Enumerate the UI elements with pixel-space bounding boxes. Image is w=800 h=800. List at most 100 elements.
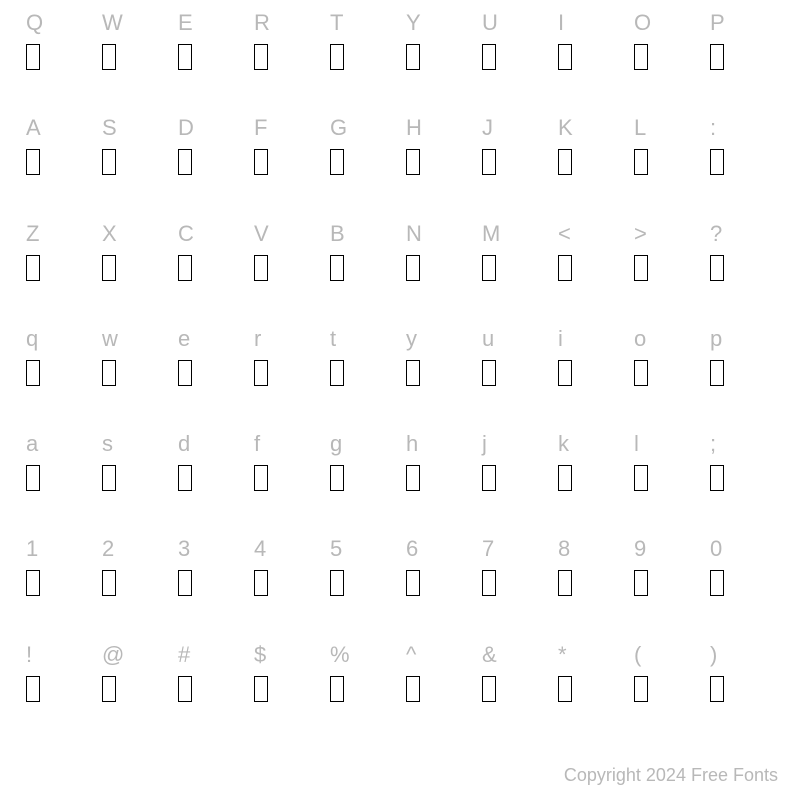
char-label: q — [26, 324, 38, 354]
char-cell: w — [96, 324, 172, 429]
glyph-placeholder-box — [558, 44, 572, 70]
char-label: V — [254, 219, 269, 249]
char-cell: p — [704, 324, 780, 429]
char-cell: T — [324, 8, 400, 113]
char-cell: % — [324, 640, 400, 745]
char-label: ) — [710, 640, 717, 670]
glyph-placeholder-box — [482, 44, 496, 70]
char-cell: ; — [704, 429, 780, 534]
glyph-placeholder-box — [710, 570, 724, 596]
char-cell: 8 — [552, 534, 628, 639]
char-label: r — [254, 324, 261, 354]
glyph-placeholder-box — [330, 44, 344, 70]
char-label: W — [102, 8, 123, 38]
char-label: F — [254, 113, 267, 143]
char-cell: D — [172, 113, 248, 218]
char-cell: ^ — [400, 640, 476, 745]
glyph-placeholder-box — [330, 255, 344, 281]
char-label: ? — [710, 219, 722, 249]
glyph-placeholder-box — [406, 44, 420, 70]
char-cell: X — [96, 219, 172, 324]
glyph-placeholder-box — [254, 149, 268, 175]
char-cell: s — [96, 429, 172, 534]
glyph-placeholder-box — [634, 676, 648, 702]
glyph-placeholder-box — [254, 44, 268, 70]
glyph-placeholder-box — [330, 149, 344, 175]
char-label: 2 — [102, 534, 114, 564]
glyph-placeholder-box — [254, 676, 268, 702]
char-cell: : — [704, 113, 780, 218]
char-cell: Y — [400, 8, 476, 113]
char-label: i — [558, 324, 563, 354]
char-cell: S — [96, 113, 172, 218]
char-label: 8 — [558, 534, 570, 564]
char-label: < — [558, 219, 571, 249]
char-cell: h — [400, 429, 476, 534]
char-cell: J — [476, 113, 552, 218]
char-cell: Z — [20, 219, 96, 324]
char-cell: & — [476, 640, 552, 745]
glyph-placeholder-box — [482, 570, 496, 596]
char-label: ^ — [406, 640, 416, 670]
char-label: g — [330, 429, 342, 459]
char-cell: M — [476, 219, 552, 324]
char-label: L — [634, 113, 646, 143]
glyph-placeholder-box — [330, 360, 344, 386]
glyph-placeholder-box — [406, 360, 420, 386]
char-cell: l — [628, 429, 704, 534]
char-label: 5 — [330, 534, 342, 564]
char-label: t — [330, 324, 336, 354]
glyph-placeholder-box — [26, 676, 40, 702]
char-label: 4 — [254, 534, 266, 564]
glyph-placeholder-box — [482, 255, 496, 281]
char-cell: F — [248, 113, 324, 218]
glyph-placeholder-box — [406, 570, 420, 596]
char-label: d — [178, 429, 190, 459]
char-label: Z — [26, 219, 39, 249]
char-label: # — [178, 640, 190, 670]
char-cell: W — [96, 8, 172, 113]
glyph-placeholder-box — [482, 465, 496, 491]
char-cell: 4 — [248, 534, 324, 639]
char-cell: 3 — [172, 534, 248, 639]
char-cell: 2 — [96, 534, 172, 639]
char-cell: 7 — [476, 534, 552, 639]
char-cell: 6 — [400, 534, 476, 639]
glyph-placeholder-box — [710, 676, 724, 702]
char-cell: o — [628, 324, 704, 429]
char-label: E — [178, 8, 193, 38]
char-label: I — [558, 8, 564, 38]
char-label: B — [330, 219, 345, 249]
char-cell: 9 — [628, 534, 704, 639]
glyph-placeholder-box — [634, 255, 648, 281]
char-label: H — [406, 113, 422, 143]
char-label: a — [26, 429, 38, 459]
glyph-placeholder-box — [178, 465, 192, 491]
glyph-placeholder-box — [102, 570, 116, 596]
char-label: > — [634, 219, 647, 249]
glyph-placeholder-box — [330, 570, 344, 596]
glyph-placeholder-box — [178, 360, 192, 386]
glyph-placeholder-box — [102, 676, 116, 702]
char-cell: ! — [20, 640, 96, 745]
char-label: S — [102, 113, 117, 143]
glyph-placeholder-box — [558, 465, 572, 491]
char-label: U — [482, 8, 498, 38]
char-cell: e — [172, 324, 248, 429]
glyph-placeholder-box — [102, 44, 116, 70]
char-label: C — [178, 219, 194, 249]
char-cell: @ — [96, 640, 172, 745]
char-cell: I — [552, 8, 628, 113]
char-label: P — [710, 8, 725, 38]
glyph-placeholder-box — [558, 255, 572, 281]
glyph-placeholder-box — [710, 44, 724, 70]
char-cell: r — [248, 324, 324, 429]
char-cell: K — [552, 113, 628, 218]
char-label: 3 — [178, 534, 190, 564]
glyph-placeholder-box — [406, 255, 420, 281]
char-label: 9 — [634, 534, 646, 564]
glyph-placeholder-box — [178, 255, 192, 281]
char-cell: * — [552, 640, 628, 745]
char-label: T — [330, 8, 343, 38]
char-cell: 5 — [324, 534, 400, 639]
